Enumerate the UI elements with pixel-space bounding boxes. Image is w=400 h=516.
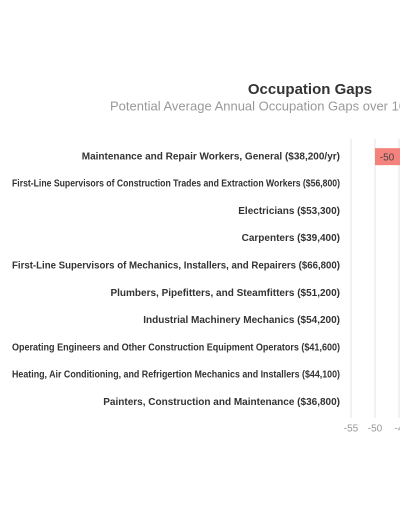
chart-title: Occupation Gaps (248, 81, 372, 98)
y-tick-label: Maintenance and Repair Workers, General … (82, 151, 340, 162)
y-tick-label: Electricians ($53,300) (238, 206, 340, 217)
x-tick-label: -55 (344, 424, 359, 435)
bar (375, 148, 400, 166)
y-tick-label: First-Line Supervisors of Mechanics, Ins… (12, 260, 340, 271)
chart-subtitle: Potential Average Annual Occupation Gaps… (110, 98, 400, 113)
y-tick-label: Carpenters ($39,400) (242, 233, 340, 244)
data-label: -50 (380, 152, 395, 163)
y-tick-label: First-Line Supervisors of Construction T… (12, 179, 340, 190)
y-tick-label: Heating, Air Conditioning, and Refrigert… (12, 370, 340, 381)
y-tick-label: Operating Engineers and Other Constructi… (12, 342, 340, 353)
y-tick-label: Painters, Construction and Maintenance (… (103, 397, 340, 408)
y-tick-label: Plumbers, Pipefitters, and Steamfitters … (110, 288, 340, 299)
y-tick-label: Industrial Machinery Mechanics ($54,200) (143, 315, 340, 326)
x-tick-label: -50 (368, 424, 383, 435)
x-tick-label: -4 (395, 424, 400, 435)
